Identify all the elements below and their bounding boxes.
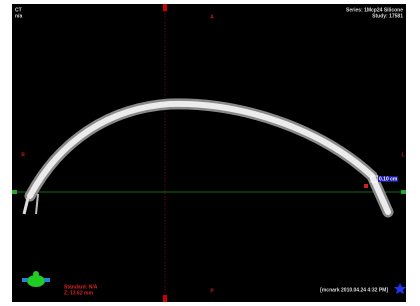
crosshair-handle[interactable] [163,295,167,302]
user-stamp: [mcnark 2010.04.24 4:32 PM] [320,287,388,293]
crosshair-handle[interactable] [163,4,167,11]
marker [364,184,368,188]
orientation-right: L [401,152,404,158]
measurement-label: 0.10 cm [379,177,398,183]
scale-tick [406,216,412,219]
crosshair-handle[interactable] [401,190,406,194]
study-label: Study: 17581 [372,13,403,19]
orientation-left: R [21,152,25,158]
position-label: Z: 13.62 mm [64,290,93,296]
modality-sub: n/a [15,13,22,19]
orientation-top: A [210,14,214,20]
scale-tick [406,134,412,137]
viewer: 0.10 cm CT n/a Series: 1Mcp24 Silicone S… [0,0,420,306]
crosshair-handle[interactable] [12,190,17,194]
